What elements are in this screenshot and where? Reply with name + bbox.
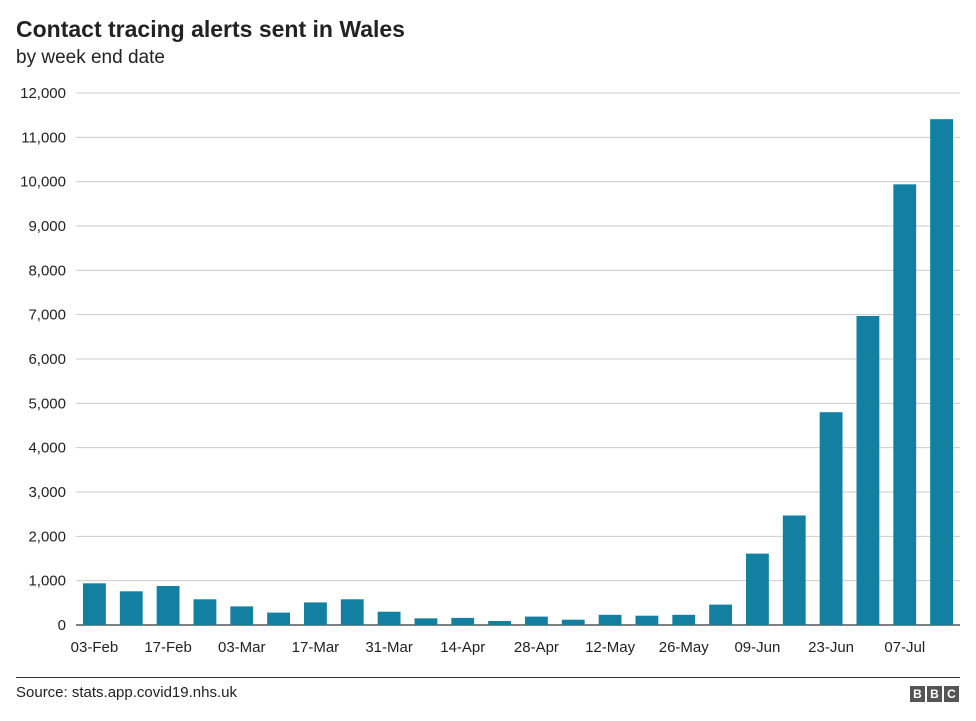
x-tick-label: 28-Apr <box>514 639 559 656</box>
x-tick-label: 23-Jun <box>808 639 854 656</box>
x-tick-label: 17-Mar <box>292 639 340 656</box>
source-note: Source: stats.app.covid19.nhs.uk <box>16 684 237 701</box>
bar <box>561 619 585 625</box>
bar <box>635 615 659 625</box>
x-tick-label: 07-Jul <box>884 639 925 656</box>
bbc-logo-letter-b2: B <box>927 686 942 702</box>
bar <box>451 617 475 625</box>
y-tick-label: 9,000 <box>28 218 66 235</box>
y-tick-label: 5,000 <box>28 395 66 412</box>
bar <box>414 618 438 625</box>
bar <box>524 616 548 625</box>
footer-divider <box>16 677 960 678</box>
bar <box>709 604 733 625</box>
y-tick-label: 1,000 <box>28 573 66 590</box>
y-tick-label: 11,000 <box>21 129 66 146</box>
y-tick-label: 12,000 <box>20 85 66 102</box>
y-tick-label: 3,000 <box>28 484 66 501</box>
bar <box>598 614 622 625</box>
x-tick-label: 03-Mar <box>218 639 266 656</box>
y-tick-label: 10,000 <box>20 174 66 191</box>
x-tick-label: 12-May <box>585 639 636 656</box>
bar <box>230 606 254 625</box>
bar <box>82 583 106 625</box>
bar <box>745 553 769 625</box>
y-tick-label: 0 <box>58 617 66 634</box>
bar <box>819 412 843 625</box>
x-tick-label: 17-Feb <box>144 639 192 656</box>
bar <box>377 611 401 625</box>
y-axis-labels: 0 1,000 2,000 3,000 4,000 5,000 6,000 7,000 8,00… <box>20 85 66 634</box>
y-tick-label: 2,000 <box>28 528 66 545</box>
bars <box>82 119 954 625</box>
x-tick-label: 09-Jun <box>734 639 780 656</box>
y-tick-label: 8,000 <box>28 262 66 279</box>
bbc-logo-letter-b1: B <box>910 686 925 702</box>
bar <box>893 184 917 625</box>
bar <box>267 612 291 625</box>
bar <box>303 602 327 625</box>
bar <box>340 599 364 625</box>
bar <box>119 591 143 625</box>
bar <box>856 315 880 625</box>
bar <box>156 585 180 625</box>
bbc-logo: B B C <box>910 686 959 702</box>
bar <box>672 614 696 625</box>
chart-title: Contact tracing alerts sent in Wales <box>16 16 405 42</box>
grid-lines <box>76 92 960 626</box>
x-tick-label: 31-Mar <box>365 639 413 656</box>
x-axis-labels: 03-Feb 17-Feb 03-Mar 17-Mar 31-Mar 14-Apr 28-A… <box>71 639 926 656</box>
y-tick-label: 7,000 <box>28 307 66 324</box>
x-tick-label: 03-Feb <box>71 639 119 656</box>
x-tick-label: 14-Apr <box>440 639 485 656</box>
y-tick-label: 6,000 <box>28 351 66 368</box>
chart-subtitle: by week end date <box>16 47 165 68</box>
y-tick-label: 4,000 <box>28 440 66 457</box>
bbc-logo-letter-c: C <box>944 686 959 702</box>
bar <box>488 621 512 625</box>
x-tick-label: 26-May <box>659 639 710 656</box>
bar <box>782 515 806 625</box>
bar <box>930 119 954 625</box>
bar <box>193 599 217 625</box>
